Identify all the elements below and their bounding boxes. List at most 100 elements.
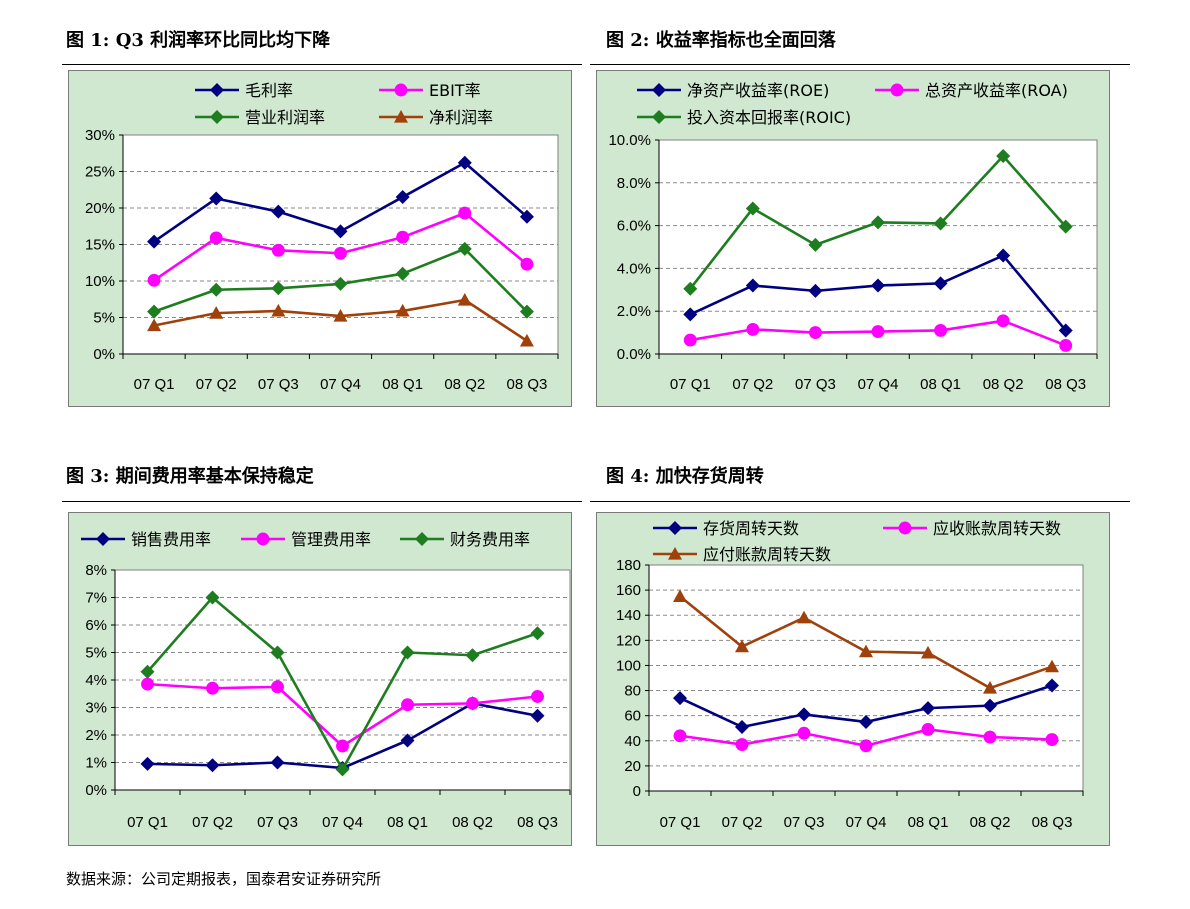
chart-2-series-2-point: [871, 325, 885, 338]
chart-1-series-2-point: [520, 257, 534, 271]
chart-4-ytick-label: 100: [616, 657, 641, 674]
chart-1-series-1-point: [519, 209, 534, 224]
chart-2-ytick-label: 4.0%: [617, 260, 651, 277]
chart-1-series-1-point: [457, 155, 472, 170]
chart-3-series-2-point: [206, 681, 219, 695]
chart-2-series-3-point: [808, 237, 823, 252]
chart-1-series-1-point: [333, 224, 348, 239]
chart-1-series-3-point: [395, 266, 410, 281]
chart-2-xtick-label: 07 Q3: [795, 376, 836, 393]
chart-1-legend-swatch-marker: [394, 83, 408, 97]
chart-4-legend-label: 应付账款周转天数: [703, 545, 831, 564]
chart-4-ytick-label: 0: [633, 783, 641, 800]
chart-3-series-1-point: [205, 758, 220, 773]
chart-4-ytick-label: 180: [616, 557, 641, 574]
chart-1-series-4-point: [519, 333, 534, 347]
chart-3-ytick-label: 0%: [85, 782, 107, 799]
chart-3-ytick-label: 5%: [85, 645, 107, 662]
chart-1-legend-label: 毛利率: [245, 81, 293, 100]
chart-1-svg: 0% 5% 10% 15% 20% 25% 30% 07 Q1 07 Q2 07 Q3 07 Q4 0…: [85, 81, 559, 393]
chart-3-series-3-point: [140, 664, 155, 679]
chart-3-ytick-label: 7%: [85, 590, 107, 607]
chart-1-xtick-label: 08 Q2: [444, 376, 485, 393]
chart-1-ytick-label: 15%: [85, 237, 115, 254]
chart-3-series-1-point: [400, 733, 415, 748]
figure-3-rule: [62, 501, 582, 502]
chart-3-legend-label: 销售费用率: [131, 530, 211, 549]
chart-3-series-2-point: [336, 739, 349, 753]
chart-4-series-3-point: [797, 610, 811, 624]
chart-4-series-1-point: [673, 691, 687, 706]
chart-1-legend-swatch-marker: [210, 110, 224, 124]
chart-3-legend-swatch-marker: [256, 532, 270, 546]
chart-2-panel: 0.0% 2.0% 4.0% 6.0% 8.0% 10.0% 07 Q1 07 Q2 07 Q3…: [596, 70, 1110, 407]
chart-3-series-3-point: [270, 645, 285, 660]
chart-2-xtick-label: 08 Q3: [1045, 376, 1086, 393]
chart-1-xtick-label: 07 Q4: [320, 376, 361, 393]
figure-4-title: 图 4: 加快存货周转: [606, 466, 764, 487]
chart-4-series-2-point: [921, 723, 935, 736]
chart-4-legend-label: 应收账款周转天数: [933, 519, 1061, 538]
chart-1-series-2-point: [458, 206, 472, 220]
chart-3-xtick-label: 07 Q4: [322, 814, 363, 831]
chart-1-series-2-point: [396, 230, 410, 244]
chart-4-xtick-label: 08 Q2: [970, 814, 1011, 831]
chart-2-series-1-point: [683, 307, 698, 322]
chart-3-series-3-point: [465, 648, 480, 663]
chart-4-series-1-point: [921, 701, 935, 716]
chart-2-xtick-label: 07 Q2: [732, 376, 773, 393]
chart-3-xtick-label: 07 Q2: [192, 814, 233, 831]
chart-2-ytick-label: 0.0%: [617, 346, 651, 363]
chart-2-series-1-point: [871, 278, 885, 293]
chart-3-ytick-label: 4%: [85, 672, 107, 689]
chart-2-series-2-point: [934, 324, 948, 337]
chart-1-ytick-label: 0%: [93, 346, 115, 363]
chart-3-series-2-point: [271, 680, 284, 694]
chart-3-xtick-label: 08 Q1: [387, 814, 428, 831]
chart-1-series-3-point: [333, 276, 348, 291]
chart-4-series-1-point: [859, 714, 873, 729]
chart-3-ytick-label: 6%: [85, 617, 107, 634]
chart-1-legend-swatch-marker: [210, 83, 224, 97]
chart-2-plot-area: [658, 139, 1098, 355]
chart-3-series-2-point: [141, 677, 154, 691]
chart-2-ytick-label: 8.0%: [617, 175, 651, 192]
chart-2-series-2-point: [996, 314, 1010, 328]
chart-1-series-4-point: [395, 303, 410, 317]
chart-1-series-4-point: [457, 292, 472, 306]
chart-4-legend-swatch-marker: [668, 547, 682, 560]
chart-2-series-2-point: [808, 326, 822, 340]
chart-4-series-1-point: [1045, 678, 1059, 693]
chart-2-ytick-label: 10.0%: [608, 132, 651, 149]
chart-4-series-3-point: [673, 589, 687, 602]
chart-1-xtick-label: 07 Q2: [196, 376, 237, 393]
chart-2-series-3-point: [745, 201, 760, 216]
chart-1-series-4-point: [333, 309, 348, 322]
chart-3-ytick-label: 8%: [85, 562, 107, 579]
chart-2-legend-label: 投入资本回报率(ROIC): [687, 108, 851, 127]
chart-1-series-2-point: [147, 273, 161, 287]
figure-2-rule: [590, 64, 1130, 65]
figure-1-rule: [62, 64, 582, 65]
chart-1-series-4-point: [209, 306, 224, 319]
chart-1-series-4-point: [147, 318, 162, 332]
chart-4-xtick-label: 08 Q1: [908, 814, 949, 831]
chart-3-ytick-label: 1%: [85, 755, 107, 772]
chart-1-series-2-point: [334, 246, 347, 260]
chart-1-series-3-point: [519, 304, 534, 319]
chart-3-ytick-label: 2%: [85, 727, 107, 744]
chart-2-ytick-label: 2.0%: [617, 303, 651, 320]
chart-4-ytick-label: 120: [616, 632, 641, 649]
chart-4-xtick-label: 07 Q1: [660, 814, 701, 831]
chart-1-series-1-point: [271, 204, 286, 219]
chart-2-ytick-label: 6.0%: [617, 218, 651, 235]
chart-2-xtick-label: 08 Q1: [920, 376, 961, 393]
chart-2-xtick-label: 08 Q2: [983, 376, 1024, 393]
chart-4-series-3-point: [859, 644, 873, 658]
chart-3-series-3-point: [205, 590, 220, 605]
chart-4-series-3-point: [983, 681, 997, 694]
chart-3-series-2-point: [401, 698, 414, 712]
chart-3-xtick-label: 08 Q2: [452, 814, 493, 831]
chart-2-series-1-point: [808, 283, 823, 298]
chart-2-legend-label: 净资产收益率(ROE): [687, 81, 829, 100]
